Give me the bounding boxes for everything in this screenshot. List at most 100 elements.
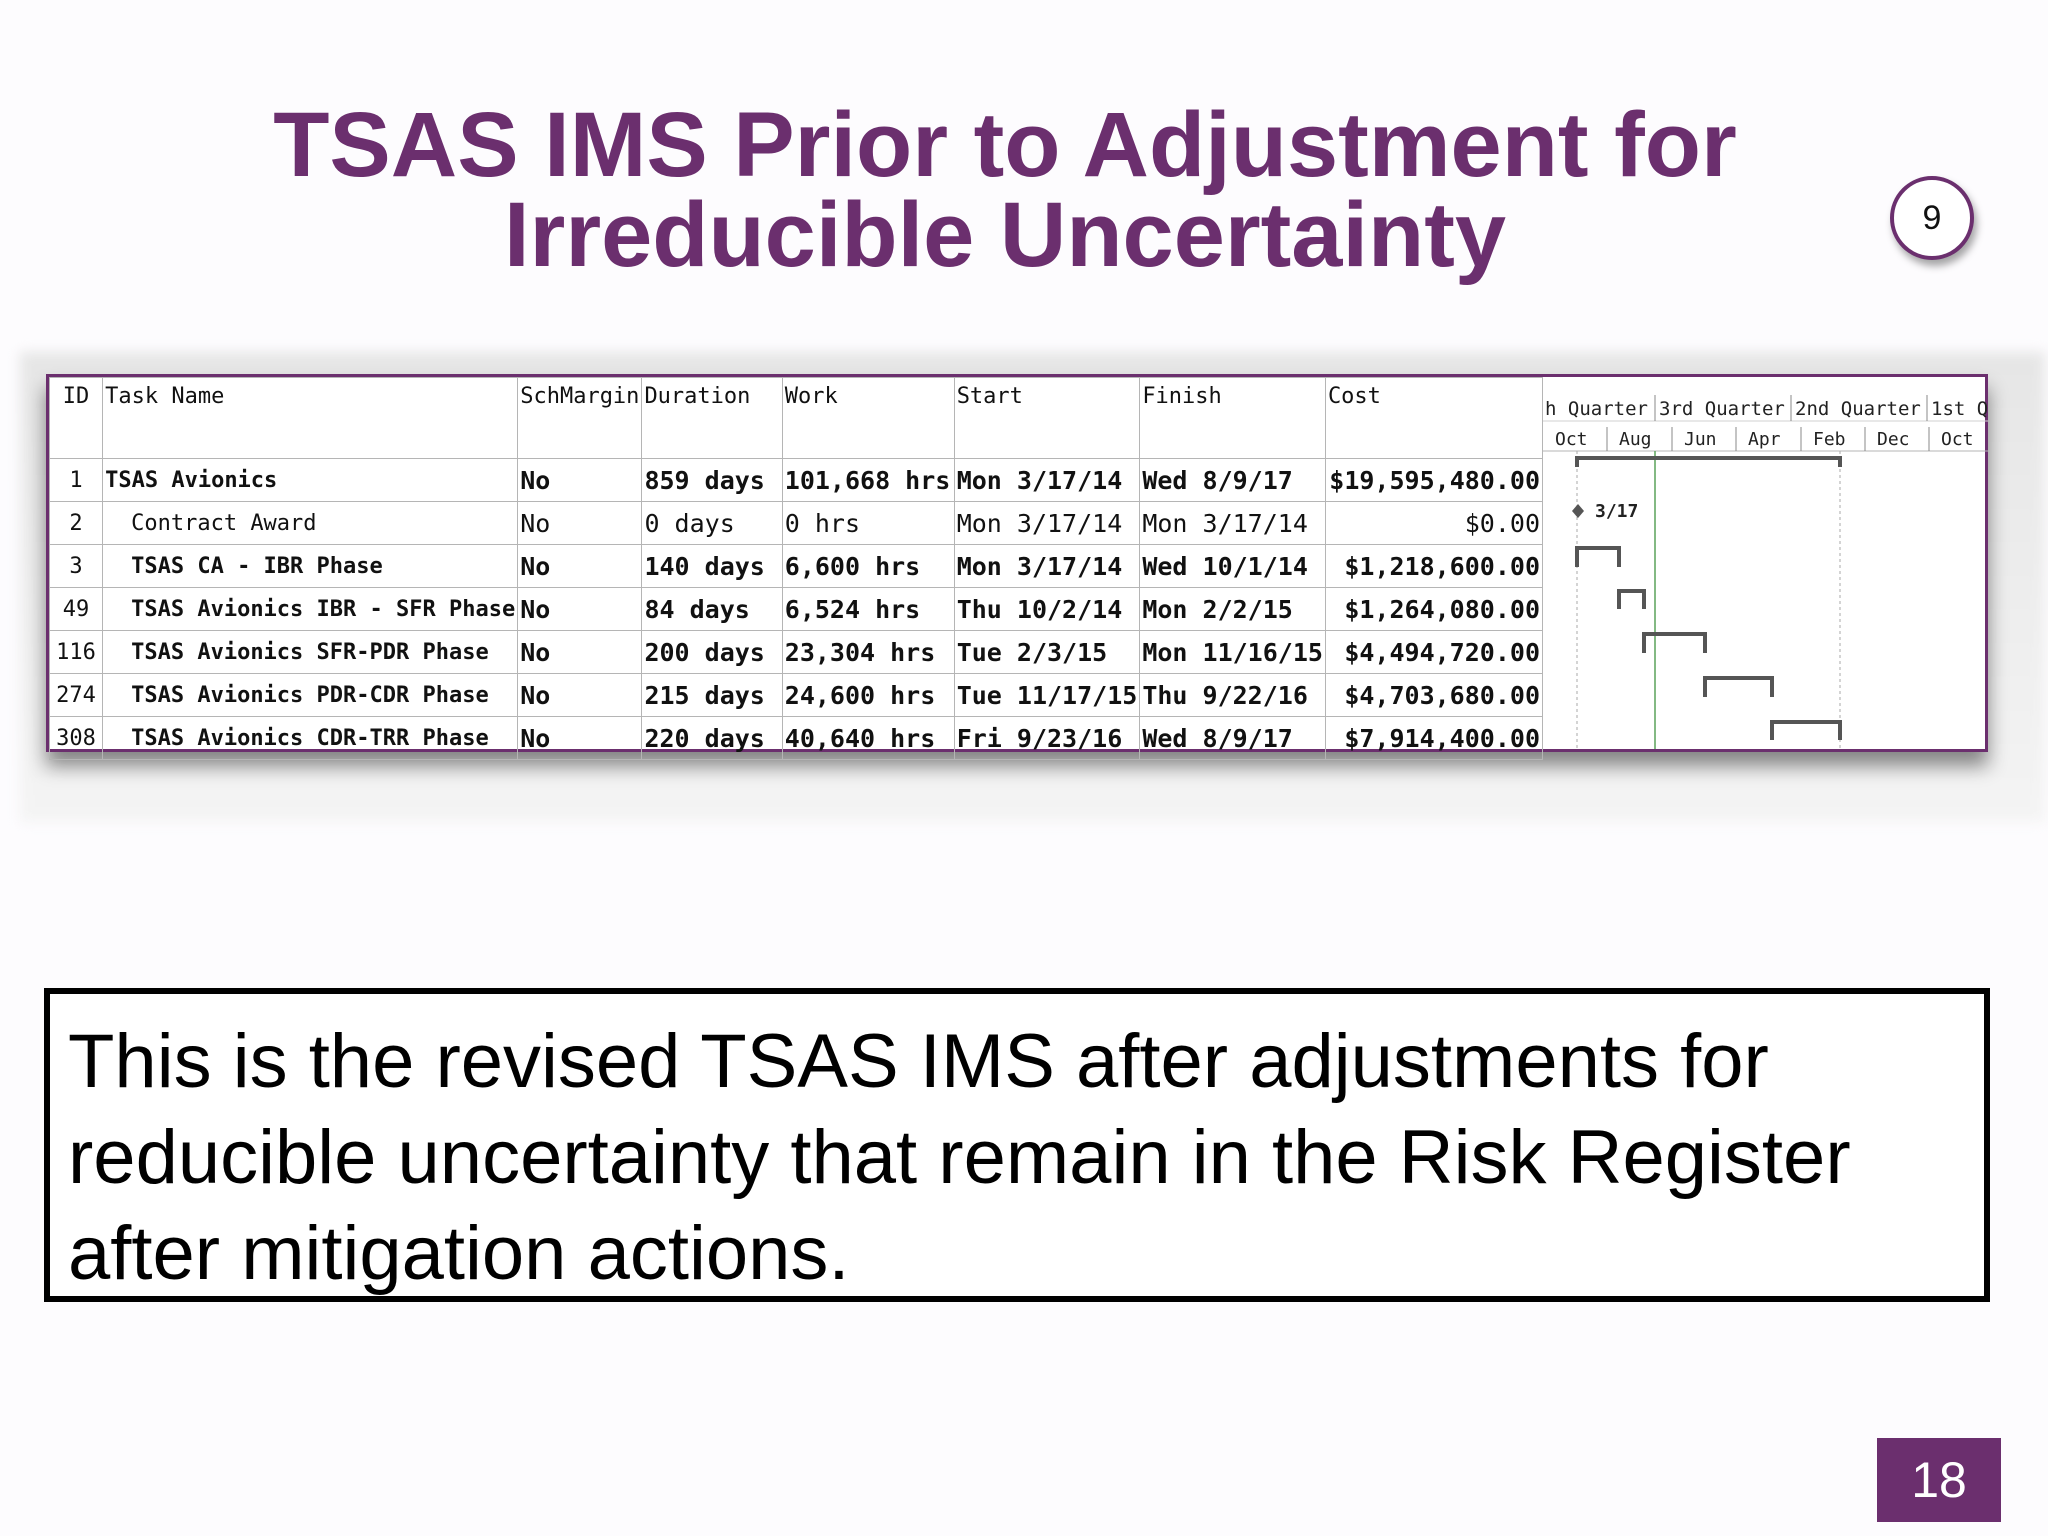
row-duration: 200 days	[641, 630, 783, 674]
row-start: Mon 3/17/14	[953, 458, 1141, 502]
row-duration: 140 days	[641, 544, 783, 588]
month-label: Dec	[1877, 429, 1910, 450]
row-margin: No	[517, 716, 643, 760]
row-margin: No	[517, 630, 643, 674]
row-duration: 84 days	[641, 587, 783, 631]
row-start: Mon 3/17/14	[953, 501, 1141, 545]
col-header-id: ID	[48, 377, 104, 459]
page-number: 18	[1877, 1438, 2001, 1522]
gantt-chart: h Quarter 3rd Quarter 2nd Quarter 1st Qu…	[1543, 377, 1988, 749]
table-row: 308 TSAS Avionics CDR-TRR Phase No 220 d…	[48, 716, 1544, 760]
schedule-table: ID Task Name SchMargin Duration Work Sta…	[48, 377, 1544, 760]
title-line-2: Irreducible Uncertainty	[503, 184, 1507, 286]
row-margin: No	[517, 587, 643, 631]
col-header-finish: Finish	[1139, 377, 1326, 459]
month-label: Aug	[1619, 429, 1652, 450]
row-cost: $19,595,480.00	[1324, 458, 1544, 502]
row-duration: 220 days	[641, 716, 783, 760]
row-finish: Wed 8/9/17	[1139, 458, 1326, 502]
row-work: 40,640 hrs	[781, 716, 955, 760]
month-label: Oct	[1555, 429, 1588, 450]
row-margin: No	[517, 673, 643, 717]
row-work: 0 hrs	[781, 501, 955, 545]
table-row: 274 TSAS Avionics PDR-CDR Phase No 215 d…	[48, 673, 1544, 717]
summary-bar-sfr-phase	[1617, 589, 1646, 609]
col-header-task-name: Task Name	[102, 377, 519, 459]
row-cost: $4,703,680.00	[1324, 673, 1544, 717]
summary-bar-ibr-phase	[1575, 546, 1621, 567]
row-finish: Mon 2/2/15	[1139, 587, 1326, 631]
table-row: 116 TSAS Avionics SFR-PDR Phase No 200 d…	[48, 630, 1544, 674]
section-badge: 9	[1890, 176, 1974, 260]
row-start: Thu 10/2/14	[953, 587, 1141, 631]
col-header-start: Start	[953, 377, 1141, 459]
row-start: Tue 11/17/15	[953, 673, 1141, 717]
milestone-diamond	[1572, 504, 1584, 518]
row-cost: $0.00	[1324, 501, 1544, 545]
row-task-name: TSAS Avionics	[102, 458, 519, 502]
quarter-label: 1st Qua	[1931, 398, 1988, 420]
row-id: 116	[48, 630, 104, 674]
table-row: 2 Contract Award No 0 days 0 hrs Mon 3/1…	[48, 501, 1544, 545]
table-row: 1 TSAS Avionics No 859 days 101,668 hrs …	[48, 458, 1544, 502]
table-row: 3 TSAS CA - IBR Phase No 140 days 6,600 …	[48, 544, 1544, 588]
row-task-name: TSAS Avionics SFR-PDR Phase	[102, 630, 519, 674]
table-row: 49 TSAS Avionics IBR - SFR Phase No 84 d…	[48, 587, 1544, 631]
row-task-name: TSAS CA - IBR Phase	[102, 544, 519, 588]
summary-bar-pdr-phase	[1642, 632, 1707, 653]
row-duration: 859 days	[641, 458, 783, 502]
row-cost: $1,264,080.00	[1324, 587, 1544, 631]
row-work: 6,524 hrs	[781, 587, 955, 631]
row-finish: Mon 3/17/14	[1139, 501, 1326, 545]
row-margin: No	[517, 501, 643, 545]
summary-bar-trr-phase	[1770, 720, 1842, 740]
explanation-text: This is the revised TSAS IMS after adjus…	[44, 988, 1990, 1302]
row-work: 23,304 hrs	[781, 630, 955, 674]
table-header-row: ID Task Name SchMargin Duration Work Sta…	[48, 377, 1544, 459]
row-cost: $1,218,600.00	[1324, 544, 1544, 588]
summary-bar-tsas-avionics	[1575, 456, 1842, 467]
row-id: 1	[48, 458, 104, 502]
row-id: 308	[48, 716, 104, 760]
col-header-cost: Cost	[1324, 377, 1544, 459]
slide-title: TSAS IMS Prior to Adjustment for Irreduc…	[200, 99, 1810, 281]
row-cost: $7,914,400.00	[1324, 716, 1544, 760]
row-margin: No	[517, 544, 643, 588]
month-label: Apr	[1748, 429, 1781, 450]
row-id: 3	[48, 544, 104, 588]
row-work: 24,600 hrs	[781, 673, 955, 717]
col-header-duration: Duration	[641, 377, 783, 459]
row-finish: Thu 9/22/16	[1139, 673, 1326, 717]
row-finish: Mon 11/16/15	[1139, 630, 1326, 674]
gantt-svg: h Quarter 3rd Quarter 2nd Quarter 1st Qu…	[1543, 395, 1988, 749]
title-line-1: TSAS IMS Prior to Adjustment for	[273, 94, 1737, 196]
row-id: 2	[48, 501, 104, 545]
schedule-screenshot: ID Task Name SchMargin Duration Work Sta…	[46, 374, 1988, 760]
col-header-schmargin: SchMargin	[517, 377, 643, 459]
row-finish: Wed 8/9/17	[1139, 716, 1326, 760]
month-label: Oct	[1941, 429, 1974, 450]
quarter-label: 2nd Quarter	[1795, 398, 1921, 420]
row-cost: $4,494,720.00	[1324, 630, 1544, 674]
milestone-date-label: 3/17	[1595, 501, 1638, 522]
row-task-name: TSAS Avionics IBR - SFR Phase	[102, 587, 519, 631]
col-header-work: Work	[781, 377, 955, 459]
row-task-name: TSAS Avionics CDR-TRR Phase	[102, 716, 519, 760]
row-finish: Wed 10/1/14	[1139, 544, 1326, 588]
row-id: 49	[48, 587, 104, 631]
row-margin: No	[517, 458, 643, 502]
summary-bar-cdr-phase	[1703, 676, 1774, 697]
row-work: 6,600 hrs	[781, 544, 955, 588]
row-task-name: Contract Award	[102, 501, 519, 545]
quarter-label: h Quarter	[1545, 398, 1648, 420]
row-start: Mon 3/17/14	[953, 544, 1141, 588]
row-duration: 0 days	[641, 501, 783, 545]
row-task-name: TSAS Avionics PDR-CDR Phase	[102, 673, 519, 717]
row-start: Tue 2/3/15	[953, 630, 1141, 674]
row-id: 274	[48, 673, 104, 717]
row-start: Fri 9/23/16	[953, 716, 1141, 760]
quarter-label: 3rd Quarter	[1659, 398, 1785, 420]
row-work: 101,668 hrs	[781, 458, 955, 502]
row-duration: 215 days	[641, 673, 783, 717]
month-label: Jun	[1684, 429, 1717, 450]
